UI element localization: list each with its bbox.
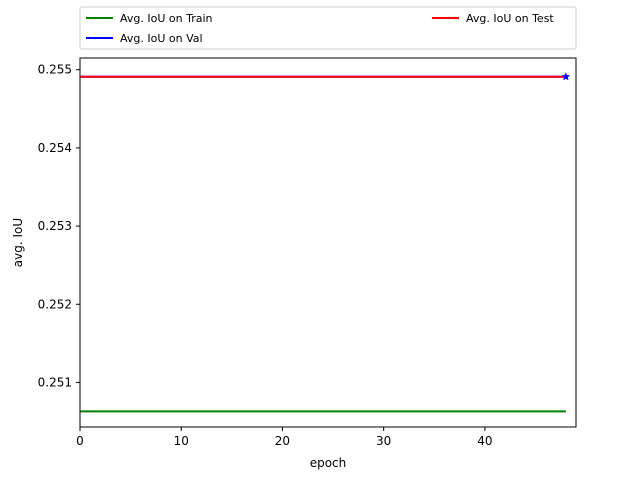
- star-marker-0: [561, 72, 571, 81]
- legend: Avg. IoU on Train Avg. IoU on Val Avg. IoU…: [79, 6, 577, 50]
- x-tick-label-1: 10: [174, 434, 189, 448]
- marker-layer: [561, 72, 571, 81]
- x-tick-label-3: 30: [376, 434, 391, 448]
- y-tick-label-2: 0.253: [38, 219, 72, 233]
- series-layer: [80, 75, 566, 413]
- y-axis: 0.251 0.252 0.253 0.254 0.255: [38, 63, 80, 389]
- x-tick-label-2: 20: [275, 434, 290, 448]
- y-axis-title: avg. IoU: [11, 218, 25, 267]
- y-tick-label-3: 0.254: [38, 141, 72, 155]
- y-tick-label-0: 0.251: [38, 375, 72, 389]
- plot-frame: [79, 57, 577, 428]
- x-axis: 0 10 20 30 40: [76, 427, 493, 448]
- x-tick-label-4: 40: [477, 434, 492, 448]
- legend-label-2: Avg. IoU on Test: [466, 12, 554, 25]
- y-tick-label-4: 0.255: [38, 63, 72, 77]
- x-axis-title: epoch: [310, 456, 347, 470]
- y-tick-label-1: 0.252: [38, 297, 72, 311]
- x-tick-label-0: 0: [76, 434, 84, 448]
- legend-label-0: Avg. IoU on Train: [120, 12, 213, 25]
- legend-label-1: Avg. IoU on Val: [120, 32, 203, 45]
